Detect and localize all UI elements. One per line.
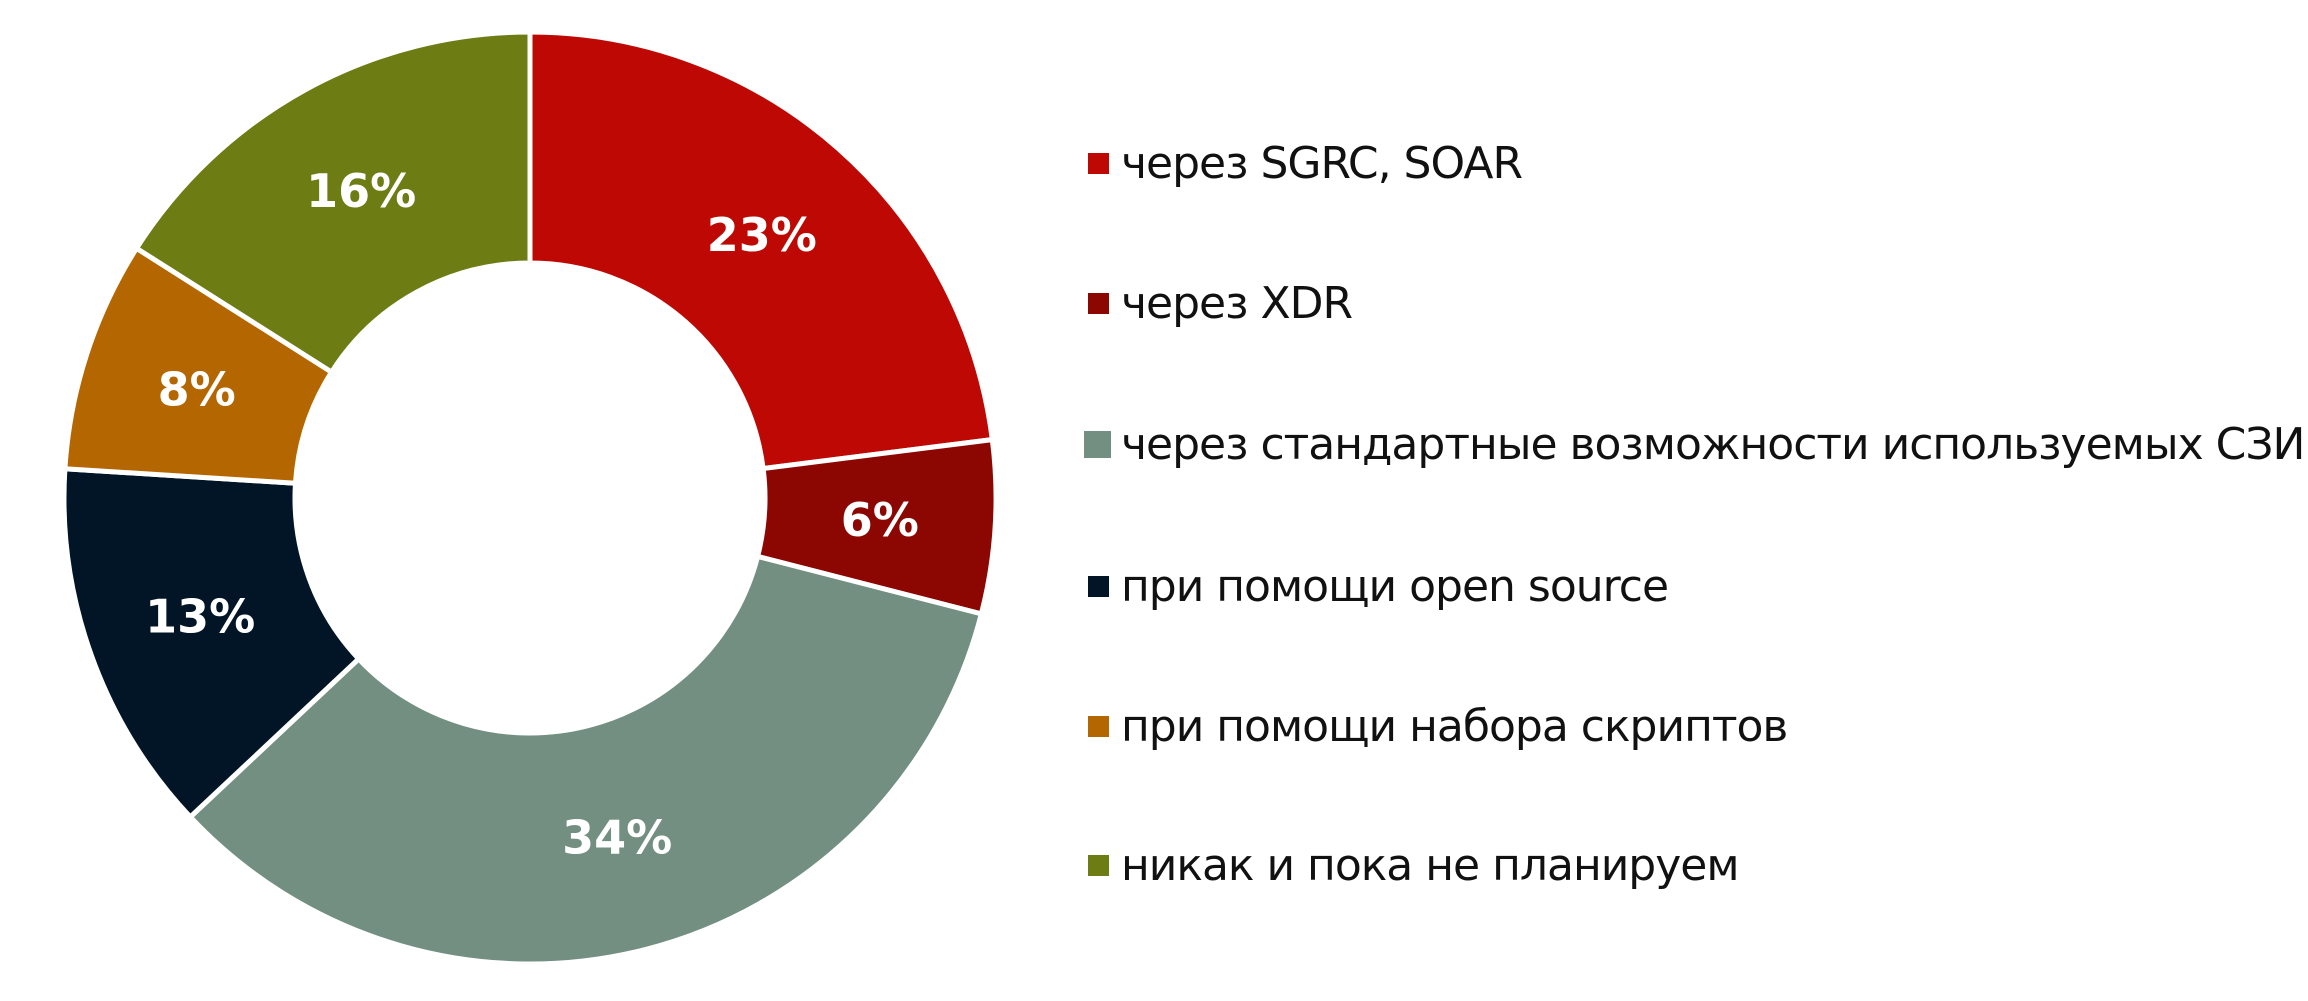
donut-slice xyxy=(527,29,996,472)
legend-swatch xyxy=(1088,152,1109,174)
slice-label: 13% xyxy=(145,590,255,644)
legend-label: при помощи набора скриптов xyxy=(1121,700,1788,752)
legend-item: никак и пока не планируем xyxy=(1088,835,1740,895)
legend-label: при помощи open source xyxy=(1121,560,1669,612)
legend-item: при помощи набора скриптов xyxy=(1088,696,1788,756)
legend-label: никак и пока не планируем xyxy=(1121,839,1740,891)
slice-label: 6% xyxy=(841,493,919,547)
legend-swatch xyxy=(1088,575,1109,597)
donut-slice xyxy=(133,29,533,376)
slice-label: 23% xyxy=(707,208,817,262)
legend-item: при помощи open source xyxy=(1088,556,1669,616)
legend-label: через стандартные возможности используем… xyxy=(1121,418,2305,470)
legend-item: через SGRC, SOAR xyxy=(1088,133,1523,193)
donut-slice xyxy=(186,553,985,967)
donut-slice xyxy=(61,466,363,821)
legend-swatch xyxy=(1084,430,1111,458)
slice-label: 8% xyxy=(158,363,236,417)
legend-swatch xyxy=(1088,715,1109,737)
slice-label: 16% xyxy=(306,164,416,218)
legend-label: через SGRC, SOAR xyxy=(1121,137,1523,189)
legend-label: через XDR xyxy=(1121,277,1353,329)
legend-item: через XDR xyxy=(1088,273,1353,333)
legend-item: через стандартные возможности используем… xyxy=(1084,414,2305,474)
legend-swatch xyxy=(1088,292,1109,314)
slice-label: 34% xyxy=(562,810,672,864)
legend-swatch xyxy=(1088,854,1109,876)
